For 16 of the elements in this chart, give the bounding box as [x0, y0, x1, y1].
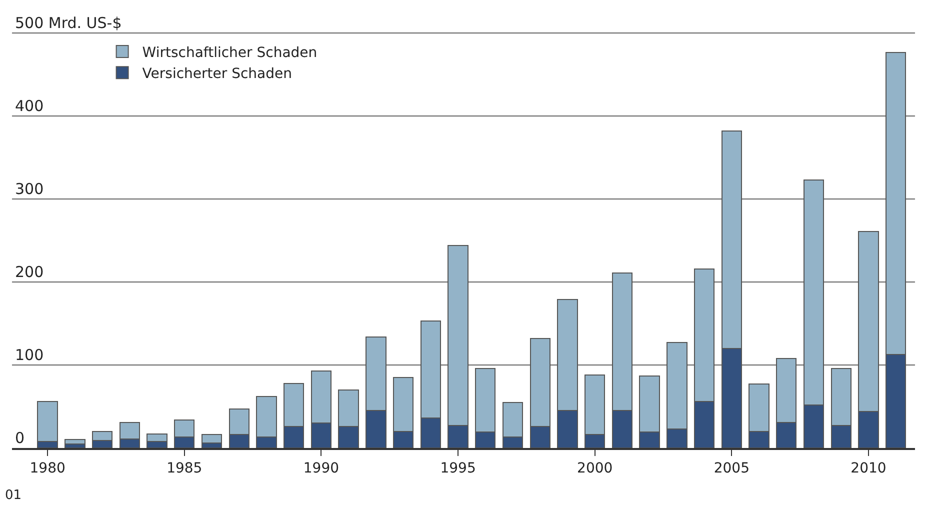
x-tick-label: 2005 [714, 460, 750, 477]
y-tick-label: 400 [15, 96, 44, 115]
y-tick-label: 200 [15, 262, 44, 281]
x-tick-label: 2000 [577, 460, 613, 477]
x-tick-label: 1980 [30, 460, 66, 477]
legend-label: Wirtschaftlicher Schaden [142, 44, 318, 61]
y-tick-label: 500 Mrd. US-$ [15, 14, 122, 32]
y-tick-label: 300 [15, 180, 44, 198]
x-tick-label: 1985 [166, 460, 202, 477]
y-tick-label: 0 [15, 428, 25, 447]
legend-label: Versicherter Schaden [142, 66, 292, 82]
x-tick-label: 1990 [303, 460, 340, 477]
y-tick-label: 100 [15, 346, 44, 364]
x-tick-label: 2010 [850, 460, 886, 477]
x-tick-label: 1995 [440, 460, 476, 477]
text: 01 [5, 488, 22, 503]
